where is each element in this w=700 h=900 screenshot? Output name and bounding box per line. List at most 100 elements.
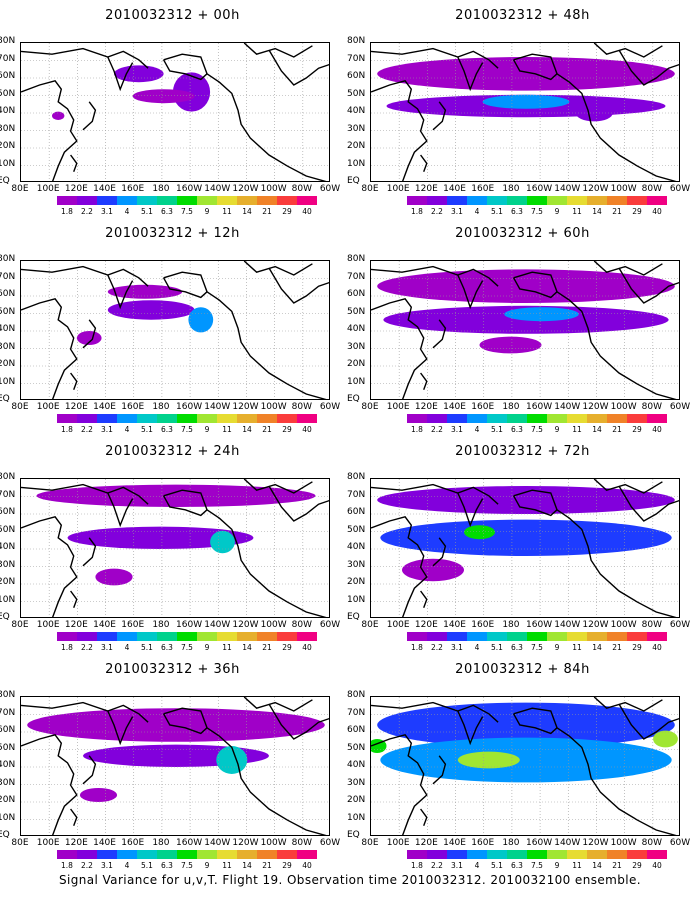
colorbar-label: 6.3: [161, 425, 173, 434]
longitude-label: 160W: [176, 402, 203, 412]
variance-map: [370, 696, 680, 836]
latitude-label: 80N: [347, 690, 366, 700]
longitude-label: 140E: [443, 838, 466, 848]
colorbar-swatch: [567, 850, 587, 859]
colorbar-label: 2.2: [431, 425, 443, 434]
colorbar-swatch: [157, 632, 177, 641]
coastline: [371, 79, 428, 181]
colorbar-label: 40: [302, 207, 312, 216]
longitude-label: 140E: [443, 402, 466, 412]
coastline: [70, 154, 78, 173]
colorbar-label: 14: [242, 643, 252, 652]
latitude-label: 40N: [0, 760, 16, 770]
coastline: [513, 53, 677, 181]
colorbar-label: 2.2: [431, 207, 443, 216]
latitude-label: 10N: [347, 376, 366, 387]
variance-shading: [107, 300, 195, 320]
colorbar-swatch: [567, 632, 587, 641]
colorbar-label: 6.3: [161, 643, 173, 652]
colorbar-swatch: [217, 414, 237, 423]
colorbar-swatch: [137, 850, 157, 859]
longitude-label: 120W: [582, 620, 609, 630]
colorbar-label: 21: [612, 425, 622, 434]
latitude-label: 80N: [347, 254, 366, 264]
longitude-label: 120W: [582, 184, 609, 194]
longitude-label: 160E: [121, 184, 145, 194]
variance-shading: [504, 307, 579, 322]
colorbar-label: 11: [572, 207, 582, 216]
colorbar-label: 7.5: [181, 643, 193, 652]
longitude-label: 180: [152, 838, 170, 848]
coastline: [21, 265, 149, 287]
colorbar-label: 1.8: [61, 425, 73, 434]
latitude-label: 50N: [347, 742, 366, 753]
colorbar-swatch: [217, 632, 237, 641]
map-panel: 2010032312 + 24h 80N 70N 60N 50N 40N 30N 20N 10N…: [0, 436, 345, 656]
variance-shading: [79, 788, 118, 802]
coastline: [420, 154, 428, 173]
latitude-label: EQ: [347, 394, 360, 404]
latitude-label: 80N: [347, 472, 366, 482]
coastline: [82, 319, 97, 349]
colorbar-label: 3.1: [451, 861, 463, 870]
colorbar-label: 11: [572, 861, 582, 870]
longitude-label: 80W: [291, 838, 312, 848]
colorbar-label: 9: [204, 207, 210, 216]
coastline: [618, 267, 679, 304]
colorbar-label: 40: [652, 207, 662, 216]
colorbar-swatch: [157, 850, 177, 859]
longitude-label: 100E: [386, 838, 410, 848]
colorbar-swatch: [467, 632, 487, 641]
colorbar-swatch: [407, 414, 427, 423]
colorbar-swatch: [137, 196, 157, 205]
latitude-label: 40N: [347, 760, 366, 770]
colorbar-swatch: [277, 632, 297, 641]
colorbar-label: 6.3: [511, 425, 523, 434]
longitude-label: 120E: [64, 838, 88, 848]
colorbar-swatch: [647, 196, 667, 205]
colorbar-label: 14: [592, 861, 602, 870]
colorbar-swatch: [427, 632, 447, 641]
colorbar-label: 3.1: [101, 643, 113, 652]
variance-shading: [216, 746, 248, 774]
longitude-label: 160E: [471, 184, 495, 194]
colorbar-swatch: [547, 850, 567, 859]
coastline: [593, 43, 663, 58]
colorbar-label: 2.2: [81, 425, 93, 434]
colorbar-swatch: [407, 850, 427, 859]
colorbar-label: 1.8: [61, 643, 73, 652]
colorbar: [57, 850, 317, 859]
latitude-label: EQ: [0, 830, 10, 840]
longitude-label: 120E: [64, 184, 88, 194]
colorbar-swatch: [237, 414, 257, 423]
longitude-label: 80E: [361, 402, 379, 412]
colorbar-swatch: [57, 196, 77, 205]
longitude-label: 160W: [176, 620, 203, 630]
longitude-label: 100E: [386, 620, 410, 630]
colorbar-label: 11: [222, 861, 232, 870]
colorbar-label: 3.1: [101, 425, 113, 434]
colorbar-swatch: [197, 850, 217, 859]
latitude-label: 60N: [0, 71, 16, 81]
latitude-label: 10N: [0, 812, 16, 823]
coastline: [512, 713, 558, 735]
colorbar-label: 14: [592, 643, 602, 652]
colorbar-swatch: [257, 850, 277, 859]
colorbar-label: 1.8: [411, 861, 423, 870]
coastline: [243, 697, 313, 712]
colorbar-label: 4: [474, 425, 480, 434]
coastline: [371, 265, 499, 287]
colorbar-label: 5.1: [141, 425, 153, 434]
coastline: [593, 697, 663, 712]
variance-shading: [67, 526, 254, 549]
latitude-label: 30N: [0, 777, 16, 788]
colorbar-label: 11: [222, 207, 232, 216]
longitude-label: 140W: [554, 620, 581, 630]
colorbar-swatch: [257, 196, 277, 205]
coastline: [162, 59, 208, 81]
latitude-label: 10N: [0, 594, 16, 605]
colorbar-swatch: [157, 196, 177, 205]
colorbar-swatch: [487, 850, 507, 859]
latitude-label: 50N: [0, 88, 16, 99]
colorbar-label: 1.8: [61, 207, 73, 216]
